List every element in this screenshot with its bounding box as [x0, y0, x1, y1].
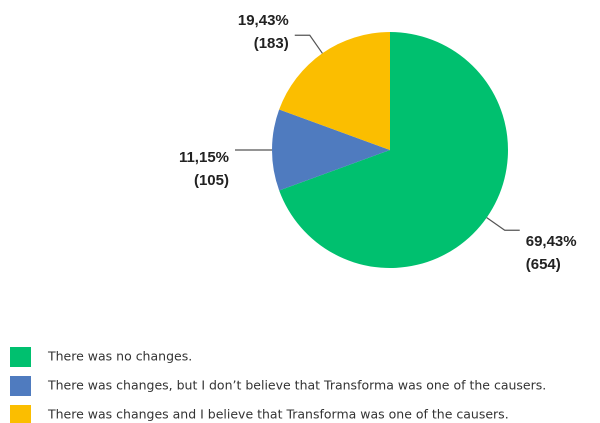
data-label: 69,43%: [526, 233, 577, 250]
legend-swatch: [10, 405, 31, 423]
data-label: 19,43%: [238, 12, 289, 29]
count-label: (183): [254, 35, 289, 52]
legend-label: There was changes and I believe that Tra…: [47, 407, 509, 422]
count-label: (105): [194, 172, 229, 189]
legend-swatch: [10, 347, 31, 367]
legend-label: There was no changes.: [47, 349, 192, 364]
legend-label: There was changes, but I don’t believe t…: [47, 378, 546, 393]
leader-line: [486, 217, 520, 231]
pie-slice: [272, 109, 390, 191]
legend-swatch: [10, 376, 31, 396]
count-label: (654): [526, 256, 561, 273]
pie-slice: [279, 32, 508, 268]
leader-line: [294, 34, 323, 54]
pie-slice: [279, 32, 390, 150]
data-label: 11,15%: [179, 149, 229, 166]
